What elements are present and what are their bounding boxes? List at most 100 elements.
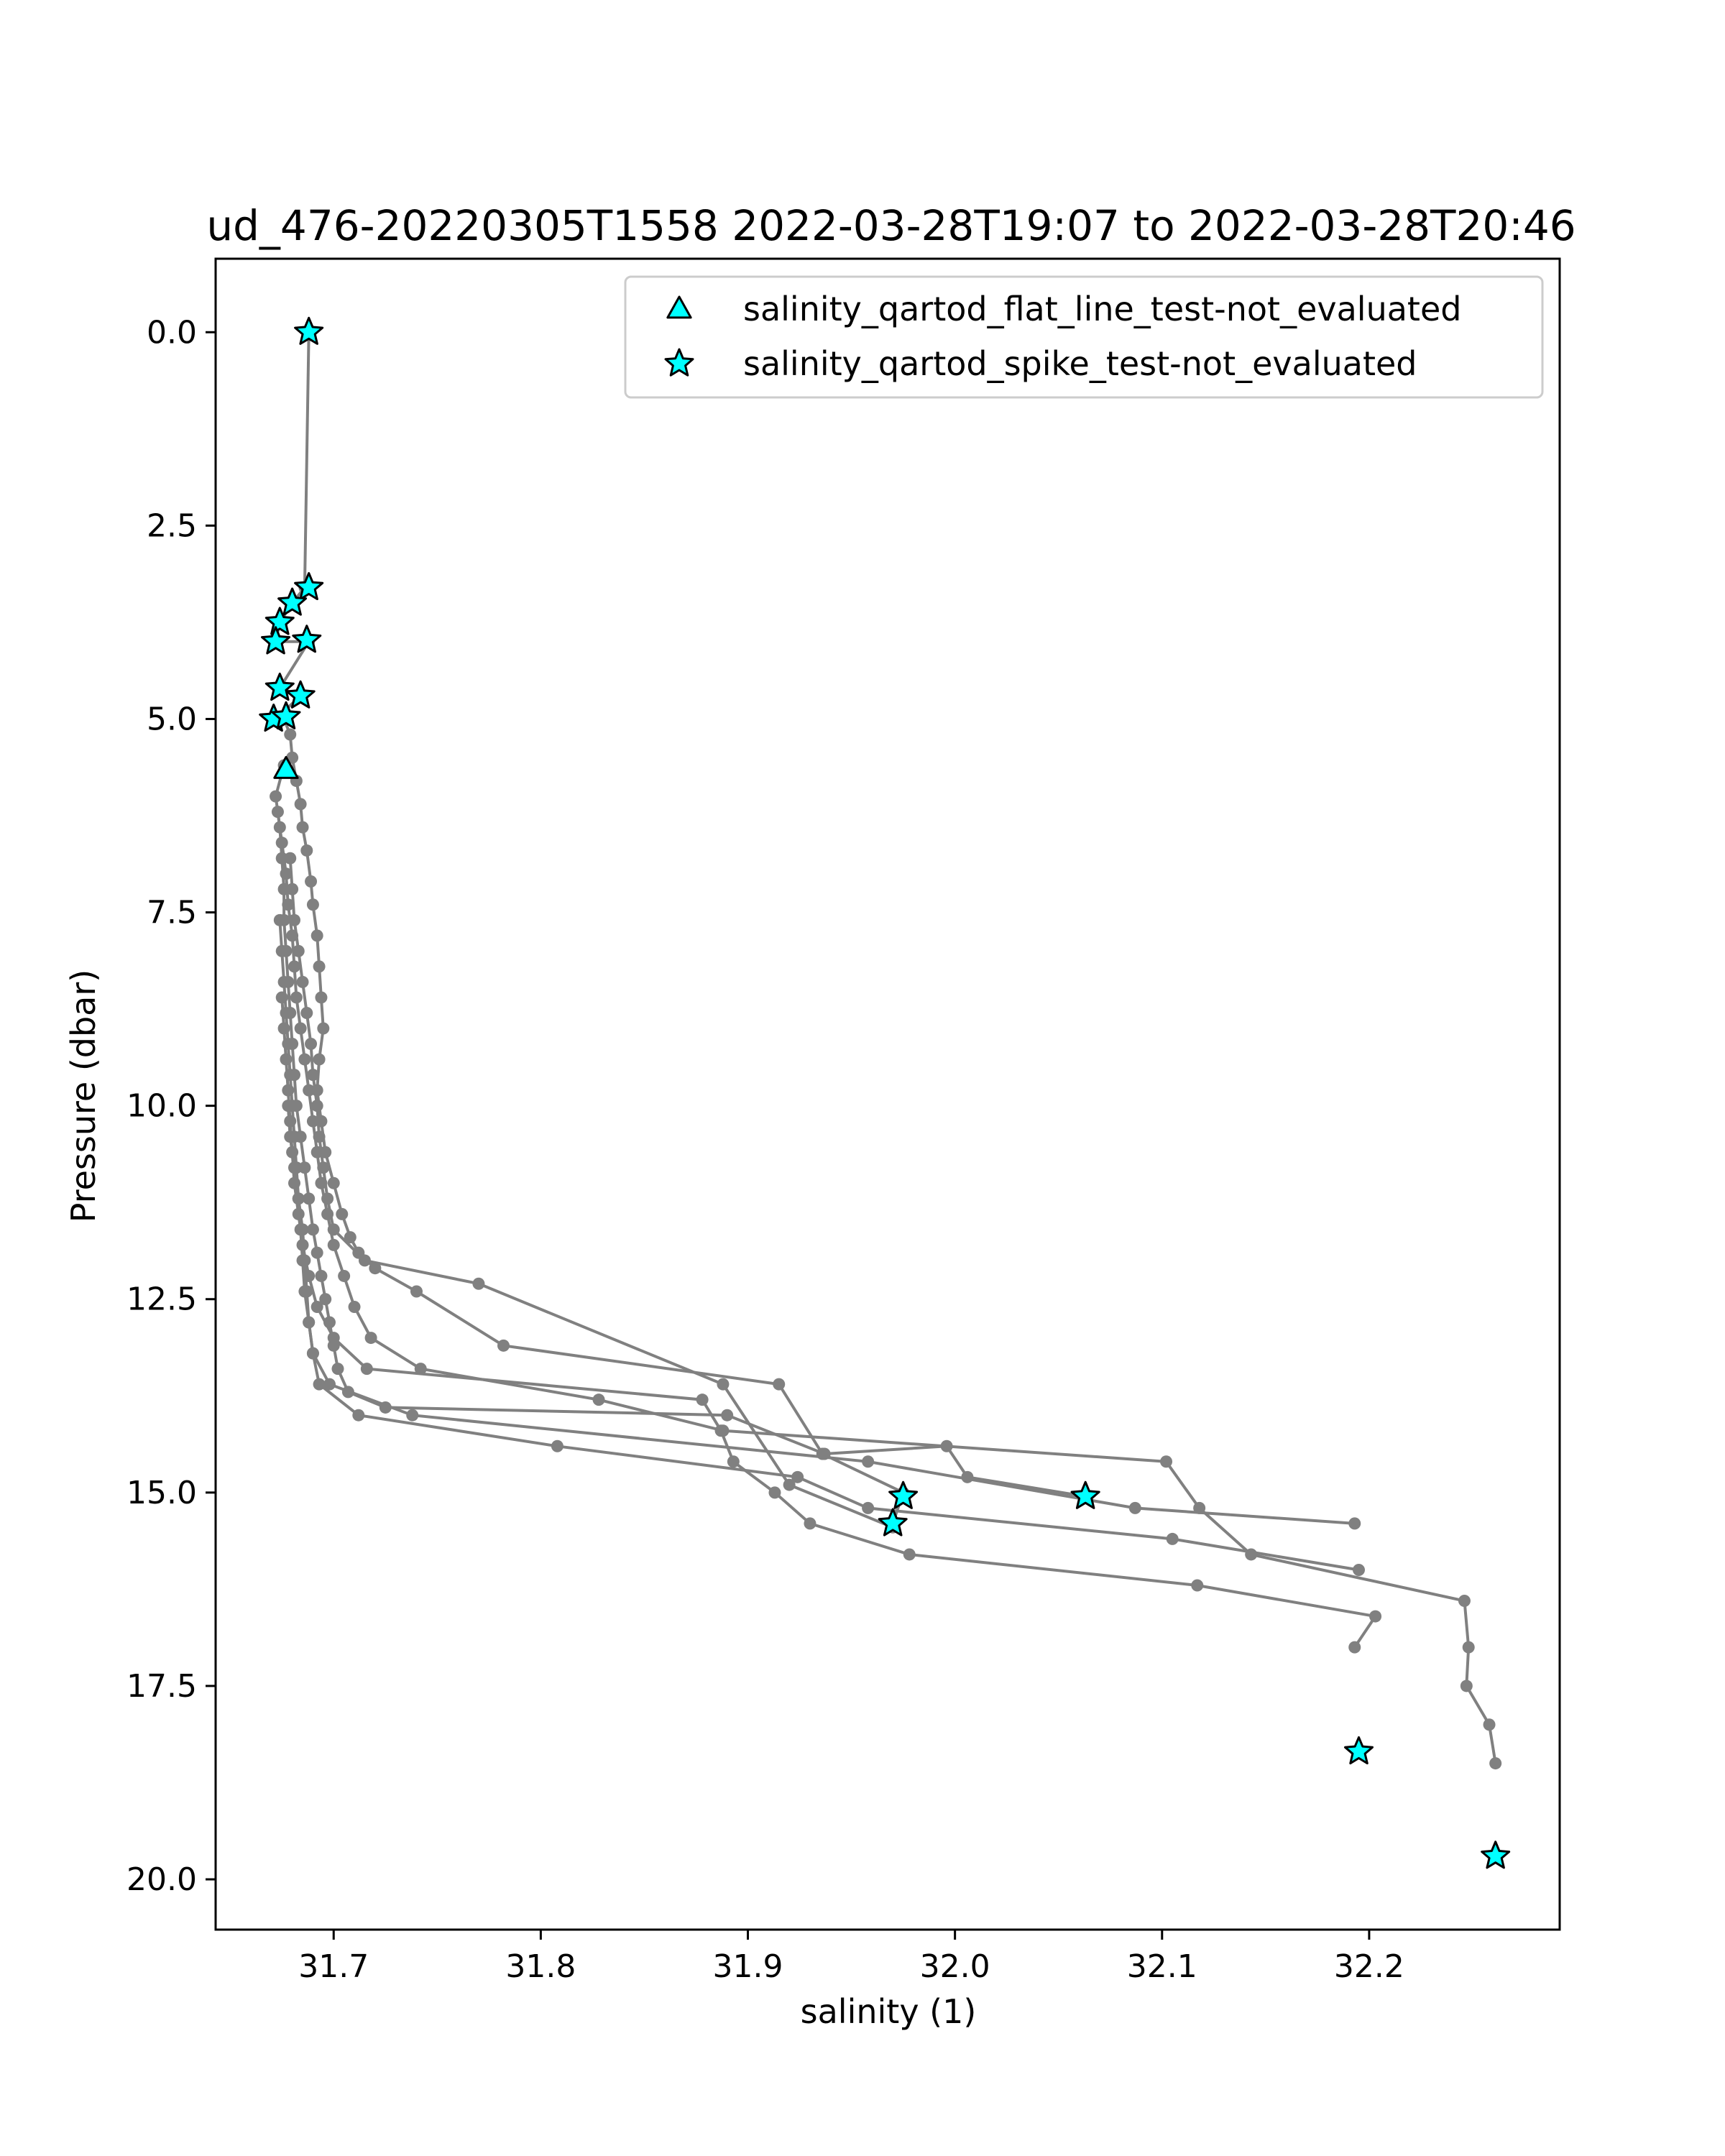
profile-point — [296, 1223, 309, 1236]
profile-point — [696, 1393, 709, 1406]
profile-point — [369, 1262, 382, 1275]
profile-point — [1128, 1501, 1141, 1514]
profile-point — [298, 1053, 311, 1066]
x-axis: 31.7 31.8 31.9 32.0 32.1 32.2 — [298, 1930, 1404, 1985]
star-marker — [264, 607, 295, 635]
profile-point — [327, 1238, 340, 1251]
profile-point — [273, 913, 286, 926]
profile-point — [1191, 1579, 1204, 1592]
profile-point — [1353, 1563, 1366, 1576]
profile-point — [292, 1192, 305, 1205]
profile-point — [1369, 1610, 1382, 1623]
y-tick-label: 20.0 — [126, 1861, 197, 1898]
profile-point — [275, 944, 288, 957]
profile-line-1 — [272, 332, 906, 1524]
profile-point — [804, 1517, 816, 1530]
profile-point — [305, 875, 318, 888]
profile-point — [1483, 1718, 1496, 1731]
star-marker — [277, 587, 308, 616]
y-tick-label: 5.0 — [147, 701, 197, 737]
triangle-marker — [273, 755, 299, 779]
profile-point — [300, 1285, 313, 1298]
profile-point — [717, 1378, 730, 1391]
star-marker — [294, 572, 324, 601]
profile-point — [313, 1378, 326, 1391]
profile-point — [275, 991, 288, 1004]
y-tick-label: 10.0 — [126, 1088, 197, 1125]
profile-point — [277, 975, 290, 988]
profile-point — [321, 1192, 334, 1205]
chart-title: ud_476-20220305T1558 2022-03-28T19:07 to… — [206, 201, 1576, 250]
profile-point — [348, 1301, 361, 1314]
plot-frame — [214, 257, 1561, 1931]
profile-point — [364, 1332, 377, 1345]
profile-point — [298, 1254, 311, 1267]
profile-point — [292, 944, 305, 957]
profile-point — [331, 1363, 344, 1376]
profile-point — [303, 1192, 316, 1205]
profile-point — [862, 1455, 875, 1468]
profile-point — [280, 867, 293, 880]
profile-point — [773, 1378, 786, 1391]
profile-point — [414, 1363, 427, 1376]
x-tick-label: 32.2 — [1334, 1948, 1404, 1985]
profile-point — [862, 1501, 875, 1514]
x-tick-label: 32.0 — [920, 1948, 990, 1985]
profile-line-6 — [280, 997, 1378, 1649]
profile-point — [358, 1254, 371, 1267]
profile-point — [1166, 1532, 1179, 1545]
profile-point — [306, 898, 319, 911]
star-marker — [294, 316, 324, 345]
profile-point — [313, 960, 326, 973]
profile-line-7 — [286, 1105, 1359, 1572]
profile-point — [306, 1223, 319, 1236]
profile-point — [768, 1486, 781, 1499]
profile-point — [791, 1470, 804, 1483]
legend-frame — [624, 275, 1544, 399]
profile-point — [327, 1176, 340, 1189]
profile-point — [294, 1022, 307, 1035]
profile-point — [300, 844, 313, 857]
profile-point — [1160, 1455, 1173, 1468]
profile-point — [315, 991, 328, 1004]
x-tick-label: 32.1 — [1127, 1948, 1197, 1985]
profile-point — [271, 806, 284, 819]
star-marker — [878, 1508, 908, 1537]
profile-point — [284, 728, 297, 741]
profile-point — [303, 1316, 316, 1329]
profile-point — [1348, 1517, 1361, 1530]
profile-point — [338, 1269, 351, 1282]
star-marker — [292, 625, 322, 653]
profile-point — [319, 1293, 332, 1306]
legend: salinity_qartod_flat_line_test-not_evalu… — [624, 275, 1544, 399]
profile-point — [296, 975, 309, 988]
y-tick-label: 0.0 — [147, 314, 197, 351]
profile-point — [310, 1301, 323, 1314]
profile-point — [410, 1285, 423, 1298]
profile-point — [286, 883, 299, 895]
profile-point — [305, 1038, 318, 1051]
profile-point — [284, 1130, 297, 1143]
profile-point — [280, 1053, 293, 1066]
profile-point — [288, 913, 300, 926]
legend-label: salinity_qartod_spike_test-not_evaluated — [743, 344, 1417, 383]
x-axis-label: salinity (1) — [801, 1992, 977, 2031]
profile-point — [714, 1424, 727, 1437]
profile-point — [310, 929, 323, 942]
y-axis: 0.0 2.5 5.0 7.5 10.0 12.5 15.0 17.5 20.0 — [126, 314, 216, 1898]
profile-point — [497, 1339, 510, 1352]
profile-point — [472, 1277, 485, 1290]
profile-point — [592, 1393, 605, 1406]
profile-point — [327, 1223, 340, 1236]
star-marker — [271, 701, 301, 729]
star-marker — [261, 626, 291, 655]
x-tick-label: 31.9 — [713, 1948, 783, 1985]
profile-point — [275, 837, 288, 849]
profile-point — [406, 1409, 419, 1422]
legend-triangle-icon — [666, 295, 692, 319]
profile-point — [313, 1130, 326, 1143]
x-tick-label: 31.8 — [505, 1948, 576, 1985]
profile-point — [294, 798, 307, 811]
profile-point — [317, 1161, 330, 1174]
profile-point — [727, 1455, 740, 1468]
